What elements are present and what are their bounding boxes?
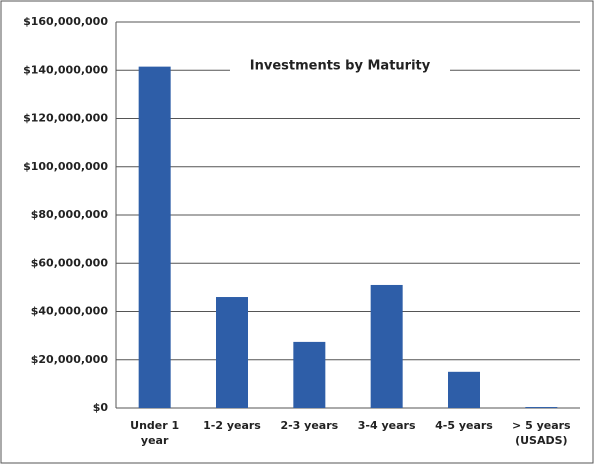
y-tick-label: $20,000,000 [31,353,109,366]
x-tick-label: Under 1 year [130,419,180,447]
y-tick-label: $140,000,000 [23,63,108,76]
x-tick-label: 2-3 years [280,419,339,432]
bar [525,407,558,408]
x-tick-label: 4-5 years [435,419,493,432]
x-tick-label: 3-4 years [357,419,416,432]
y-tick-label: $100,000,000 [23,160,108,173]
y-tick-label: $40,000,000 [31,305,109,318]
y-tick-label: $160,000,000 [23,15,108,28]
y-tick-label: $120,000,000 [23,112,108,125]
x-tick-label: > 5 years (USADS) [512,419,571,447]
y-tick-label: $60,000,000 [31,256,109,269]
title-background [230,56,450,76]
x-tick-label: 1-2 years [203,419,261,432]
y-tick-label: $80,000,000 [31,208,109,221]
bar [448,371,480,408]
bar [216,297,248,408]
chart-title: Investments by Maturity [250,59,431,74]
y-tick-label: $0 [93,401,109,414]
bar [370,284,403,408]
bar [293,341,326,408]
bar [138,66,171,408]
